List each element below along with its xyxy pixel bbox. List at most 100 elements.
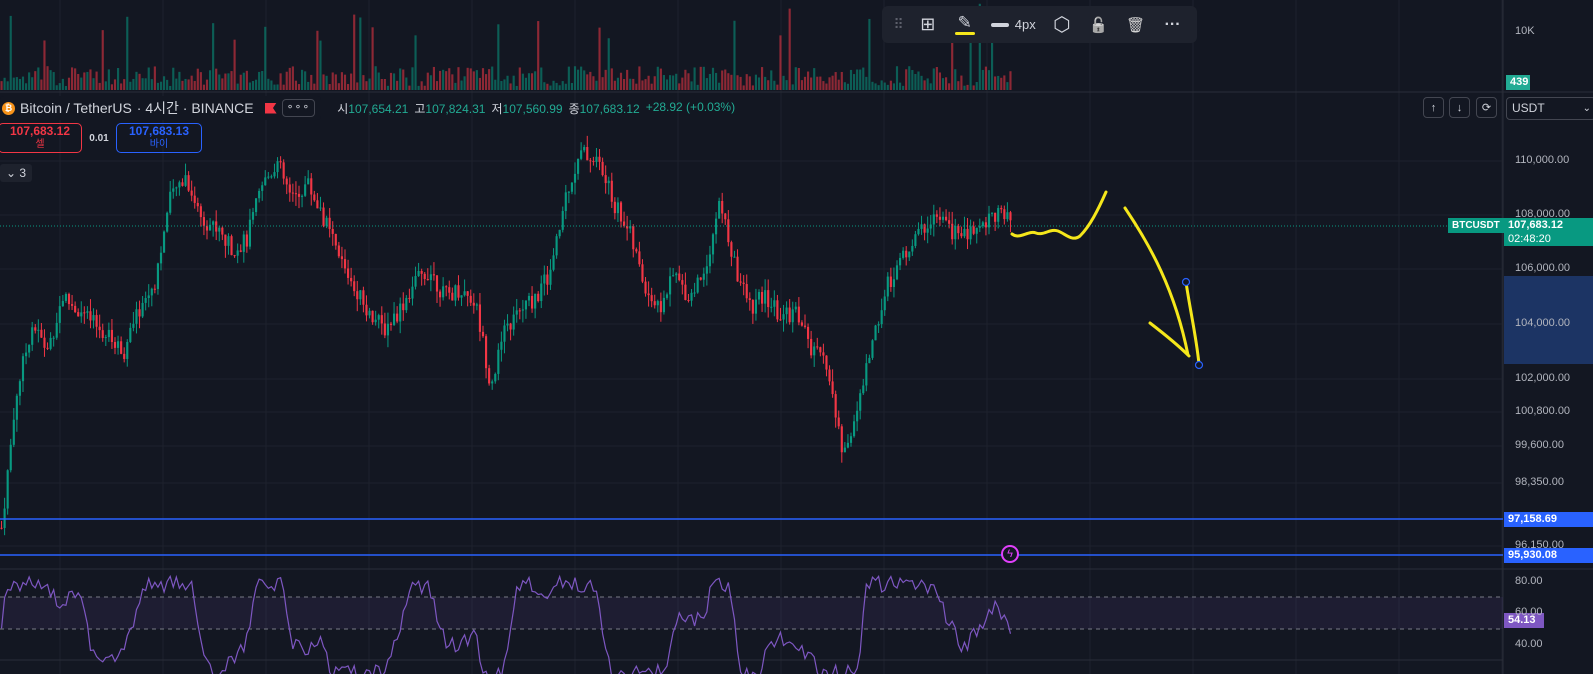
candle-body (846, 442, 850, 448)
volume-bar (711, 67, 715, 90)
currency-select[interactable]: USDT ⌄ (1506, 97, 1593, 120)
visibility-icon[interactable]: ⬡ (1053, 14, 1071, 36)
volume-bar (616, 77, 620, 90)
more-options-button[interactable]: ∘∘∘ (281, 99, 316, 117)
volume-bar (460, 80, 463, 90)
volume-bar (52, 72, 55, 90)
arrow-up-icon[interactable]: ↑ (1423, 97, 1444, 118)
candle-body (524, 300, 528, 310)
volume-bar (543, 82, 546, 90)
volume-bar (264, 26, 267, 90)
candle-body (239, 250, 242, 252)
candle-body (101, 330, 104, 338)
candle-body (902, 250, 905, 258)
current-price: 107,683.12 (1508, 219, 1564, 231)
symbol-info[interactable]: ₿ Bitcoin / TetherUS · 4시간 · BINANCE ∘∘∘ (0, 96, 322, 120)
volume-bar (478, 77, 482, 90)
templates-icon[interactable]: ⊞ (920, 14, 936, 34)
symbol-title[interactable]: Bitcoin / TetherUS (20, 100, 132, 116)
volume-bar (512, 75, 515, 90)
candle-body (288, 184, 291, 193)
volume-bar (816, 76, 819, 90)
candle-body (644, 281, 647, 294)
volume-bar (80, 77, 83, 90)
candle-body (997, 207, 1000, 222)
candle-body (95, 315, 98, 327)
reset-scale-icon[interactable]: ⟳ (1476, 97, 1497, 118)
candle-body (819, 347, 822, 353)
candle-body (322, 207, 325, 226)
volume-bar (555, 82, 558, 90)
drag-handle-icon[interactable]: ⠿ (893, 16, 904, 32)
volume-bar (647, 75, 650, 90)
candle-body (714, 218, 718, 235)
volume-bar (776, 84, 779, 90)
volume-bar (635, 83, 638, 90)
volume-bar (862, 67, 865, 90)
volume-bar (129, 81, 132, 90)
volume-bar (948, 83, 951, 90)
flag-icon[interactable] (264, 102, 277, 114)
ohlc-key: 저 (491, 101, 503, 116)
candle-body (300, 195, 304, 197)
stroke-width-button[interactable]: 4px (983, 6, 1043, 43)
volume-bar (74, 68, 77, 90)
volume-bar (806, 71, 810, 90)
level-1-tag: 97,158.69 (1504, 512, 1593, 527)
volume-bar (889, 80, 892, 90)
candle-body (208, 224, 212, 231)
volume-bar (144, 78, 147, 90)
candle-body (110, 329, 114, 342)
candle-body (954, 226, 957, 240)
volume-bar (267, 78, 270, 90)
arrow-down-icon[interactable]: ↓ (1449, 97, 1470, 118)
candle-body (368, 310, 371, 316)
indicators-toggle[interactable]: ⌄ 3 (0, 164, 33, 182)
volume-bar (55, 85, 58, 90)
buy-button[interactable]: 107,683.13 바이 (116, 123, 202, 153)
candle-body (736, 256, 739, 282)
volume-bar (518, 67, 521, 90)
candle-body (190, 190, 193, 196)
candle-body (598, 156, 601, 162)
candle-body (751, 299, 754, 314)
candle-body (411, 286, 414, 299)
volume-bar (681, 77, 684, 90)
volume-bar (638, 66, 641, 90)
candle-body (672, 275, 675, 277)
candle-body (251, 212, 255, 220)
volume-bar (273, 84, 276, 90)
pen-color-button[interactable]: ✎ (946, 6, 983, 43)
candle-body (813, 346, 816, 356)
volume-bar (95, 71, 98, 90)
volume-bar (951, 28, 954, 90)
delete-icon[interactable]: 🗑 (1126, 16, 1146, 34)
candle-body (294, 193, 298, 195)
ohlc-value: 107,683.12 (579, 101, 640, 116)
sell-button[interactable]: 107,683.12 셀 (0, 123, 82, 153)
candle-body (307, 178, 310, 185)
volume-bar (175, 78, 178, 90)
candle-body (478, 304, 482, 332)
volume-bar (435, 81, 439, 90)
volume-bar (898, 82, 902, 90)
volume-bar (629, 78, 632, 90)
candle-body (28, 344, 31, 353)
volume-bar (779, 35, 782, 90)
lightning-alert-icon[interactable]: ϟ (1001, 545, 1019, 563)
candle-body (291, 192, 294, 194)
candle-body (451, 292, 454, 301)
candle-body (359, 290, 362, 300)
candle-body (619, 202, 623, 222)
unlock-icon[interactable]: 🔓 (1089, 16, 1109, 34)
volume-bar (43, 40, 46, 90)
candle-body (886, 276, 889, 297)
volume-bar (883, 82, 886, 90)
volume-bar (193, 80, 196, 90)
rsi-value-tag: 54.13 (1504, 613, 1544, 628)
volume-bar (215, 68, 218, 90)
candle-body (543, 274, 546, 284)
volume-bar (34, 71, 37, 90)
more-icon[interactable]: ··· (1164, 15, 1181, 33)
